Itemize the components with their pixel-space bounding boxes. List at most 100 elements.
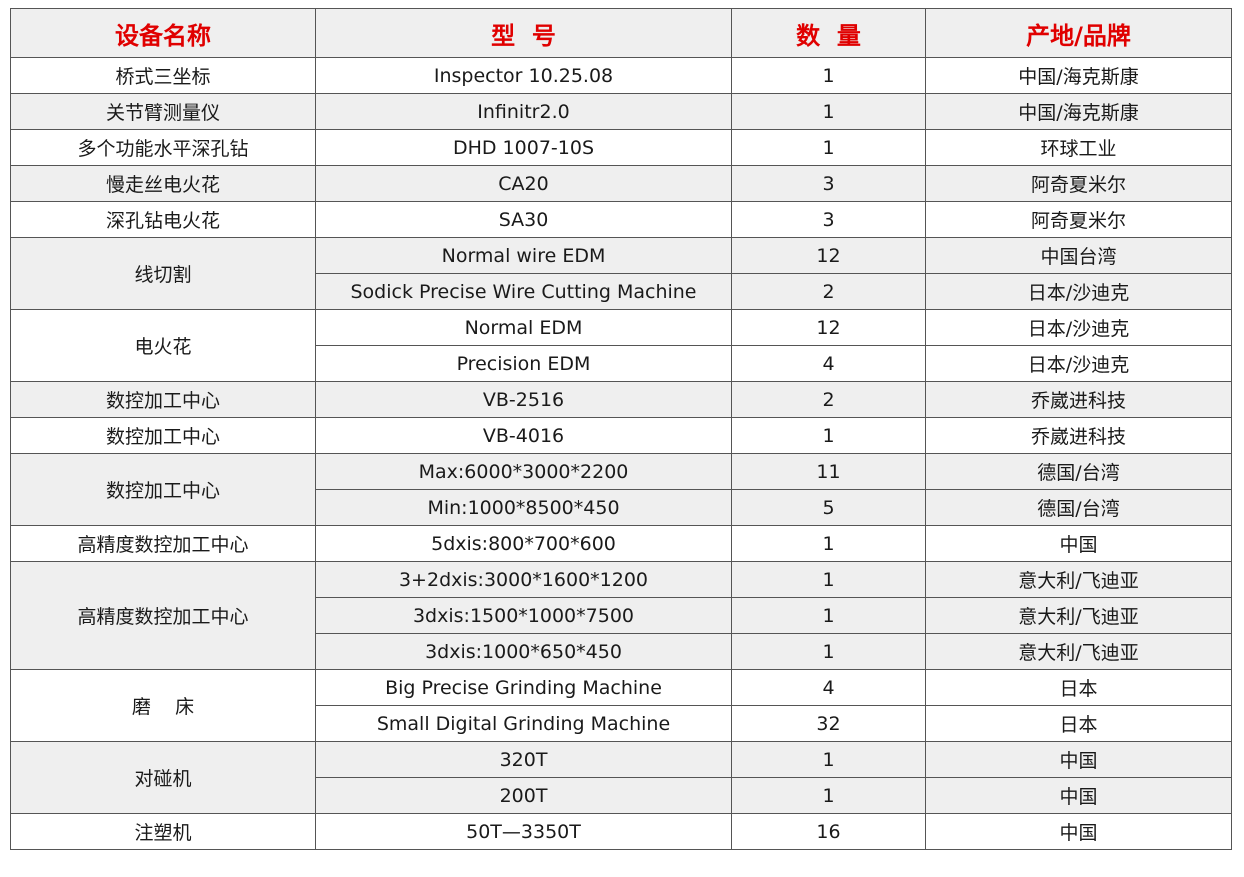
model-cell: 3dxis:1000*650*450 [315,633,732,670]
header-row: 设备名称 型 号 数 量 产地/品牌 [10,8,1232,58]
model-cell: VB-2516 [315,381,732,418]
equipment-name-cell: 桥式三坐标 [10,57,316,94]
equipment-name-cell: 电火花 [10,309,316,382]
origin-cell: 日本 [925,669,1232,706]
quantity-cell: 12 [731,237,926,274]
quantity-cell: 4 [731,669,926,706]
model-cell: Infinitr2.0 [315,93,732,130]
origin-cell: 德国/台湾 [925,453,1232,490]
quantity-cell: 3 [731,201,926,238]
origin-cell: 中国/海克斯康 [925,93,1232,130]
model-cell: 3dxis:1500*1000*7500 [315,597,732,634]
quantity-cell: 1 [731,741,926,778]
quantity-cell: 12 [731,309,926,346]
equipment-name-cell: 注塑机 [10,813,316,850]
equipment-name-cell: 对碰机 [10,741,316,814]
origin-cell: 中国 [925,525,1232,562]
table-row: 3dxis:1000*650*450 1 意大利/飞迪亚 [11,633,1232,670]
header-quantity: 数 量 [731,8,926,58]
table-row: 数控加工中心 VB-2516 2 乔崴进科技 [10,381,1232,418]
origin-cell: 乔崴进科技 [925,417,1232,454]
equipment-name-cell: 线切割 [10,237,316,310]
origin-cell: 环球工业 [925,129,1232,166]
model-cell: Big Precise Grinding Machine [315,669,732,706]
origin-cell: 意大利/飞迪亚 [925,597,1232,634]
equipment-name-cell: 数控加工中心 [10,381,316,418]
table-body: 桥式三坐标 Inspector 10.25.08 1 中国/海克斯康 关节臂测量仪 Inf… [10,57,1232,850]
quantity-cell: 3 [731,165,926,202]
model-cell: 320T [315,741,732,778]
table-row: 关节臂测量仪 Infinitr2.0 1 中国/海克斯康 [10,93,1232,130]
header-equipment-name: 设备名称 [10,8,316,58]
quantity-cell: 1 [731,561,926,598]
origin-cell: 阿奇夏米尔 [925,165,1232,202]
quantity-cell: 2 [731,273,926,310]
equipment-name-cell: 数控加工中心 [10,417,316,454]
model-cell: Inspector 10.25.08 [315,57,732,94]
table-row: 注塑机 50T—3350T 16 中国 [10,813,1232,850]
table-row: 电火花 Normal EDM 12 日本/沙迪克 [10,309,1232,382]
model-cell: 3+2dxis:3000*1600*1200 [315,561,732,598]
quantity-cell: 1 [731,57,926,94]
table-row: 多个功能水平深孔钻 DHD 1007-10S 1 环球工业 [10,129,1232,166]
equipment-name-cell: 数控加工中心 [10,453,316,526]
table-row: 线切割 Normal wire EDM 12 中国台湾 [10,237,1232,310]
quantity-cell: 2 [731,381,926,418]
quantity-cell: 32 [731,705,926,742]
quantity-cell: 1 [731,777,926,814]
model-cell: DHD 1007-10S [315,129,732,166]
model-cell: 200T [315,777,732,814]
model-cell: Max:6000*3000*2200 [315,453,732,490]
equipment-name-cell: 慢走丝电火花 [10,165,316,202]
model-cell: CA20 [315,165,732,202]
quantity-cell: 11 [731,453,926,490]
table-row: 桥式三坐标 Inspector 10.25.08 1 中国/海克斯康 [10,57,1232,94]
model-cell: Precision EDM [315,345,732,382]
quantity-cell: 1 [731,129,926,166]
origin-cell: 日本 [925,705,1232,742]
table-row: Small Digital Grinding Machine 32 日本 [11,705,1232,742]
origin-cell: 乔崴进科技 [925,381,1232,418]
table-row: Precision EDM 4 日本/沙迪克 [11,345,1232,382]
equipment-name-cell: 磨 床 [10,669,316,742]
table-row: 数控加工中心 Max:6000*3000*2200 11 德国/台湾 [10,453,1232,526]
quantity-cell: 5 [731,489,926,526]
table-row: 3dxis:1500*1000*7500 1 意大利/飞迪亚 [11,597,1232,634]
equipment-name-cell: 高精度数控加工中心 [10,561,316,670]
origin-cell: 日本/沙迪克 [925,309,1232,346]
quantity-cell: 1 [731,633,926,670]
quantity-cell: 16 [731,813,926,850]
model-cell: 5dxis:800*700*600 [315,525,732,562]
quantity-cell: 1 [731,525,926,562]
table-row: 200T 1 中国 [11,777,1232,814]
model-cell: Normal wire EDM [315,237,732,274]
origin-cell: 意大利/飞迪亚 [925,633,1232,670]
origin-cell: 中国 [925,777,1232,814]
origin-cell: 中国/海克斯康 [925,57,1232,94]
table-row: Sodick Precise Wire Cutting Machine 2 日本/沙… [11,273,1232,310]
equipment-name-cell: 关节臂测量仪 [10,93,316,130]
model-cell: VB-4016 [315,417,732,454]
model-cell: 50T—3350T [315,813,732,850]
equipment-name-cell: 高精度数控加工中心 [10,525,316,562]
origin-cell: 意大利/飞迪亚 [925,561,1232,598]
table-row: Min:1000*8500*450 5 德国/台湾 [11,489,1232,526]
origin-cell: 中国 [925,813,1232,850]
model-cell: SA30 [315,201,732,238]
model-cell: Sodick Precise Wire Cutting Machine [315,273,732,310]
origin-cell: 中国 [925,741,1232,778]
model-cell: Small Digital Grinding Machine [315,705,732,742]
table-row: 高精度数控加工中心 3+2dxis:3000*1600*1200 1 意大利/飞迪亚 [10,561,1232,670]
header-model: 型 号 [315,8,732,58]
table-row: 数控加工中心 VB-4016 1 乔崴进科技 [10,417,1232,454]
origin-cell: 日本/沙迪克 [925,273,1232,310]
table-row: 高精度数控加工中心 5dxis:800*700*600 1 中国 [10,525,1232,562]
origin-cell: 阿奇夏米尔 [925,201,1232,238]
quantity-cell: 1 [731,597,926,634]
quantity-cell: 4 [731,345,926,382]
model-cell: Normal EDM [315,309,732,346]
header-origin-brand: 产地/品牌 [925,8,1232,58]
model-cell: Min:1000*8500*450 [315,489,732,526]
table-row: 深孔钻电火花 SA30 3 阿奇夏米尔 [10,201,1232,238]
origin-cell: 德国/台湾 [925,489,1232,526]
